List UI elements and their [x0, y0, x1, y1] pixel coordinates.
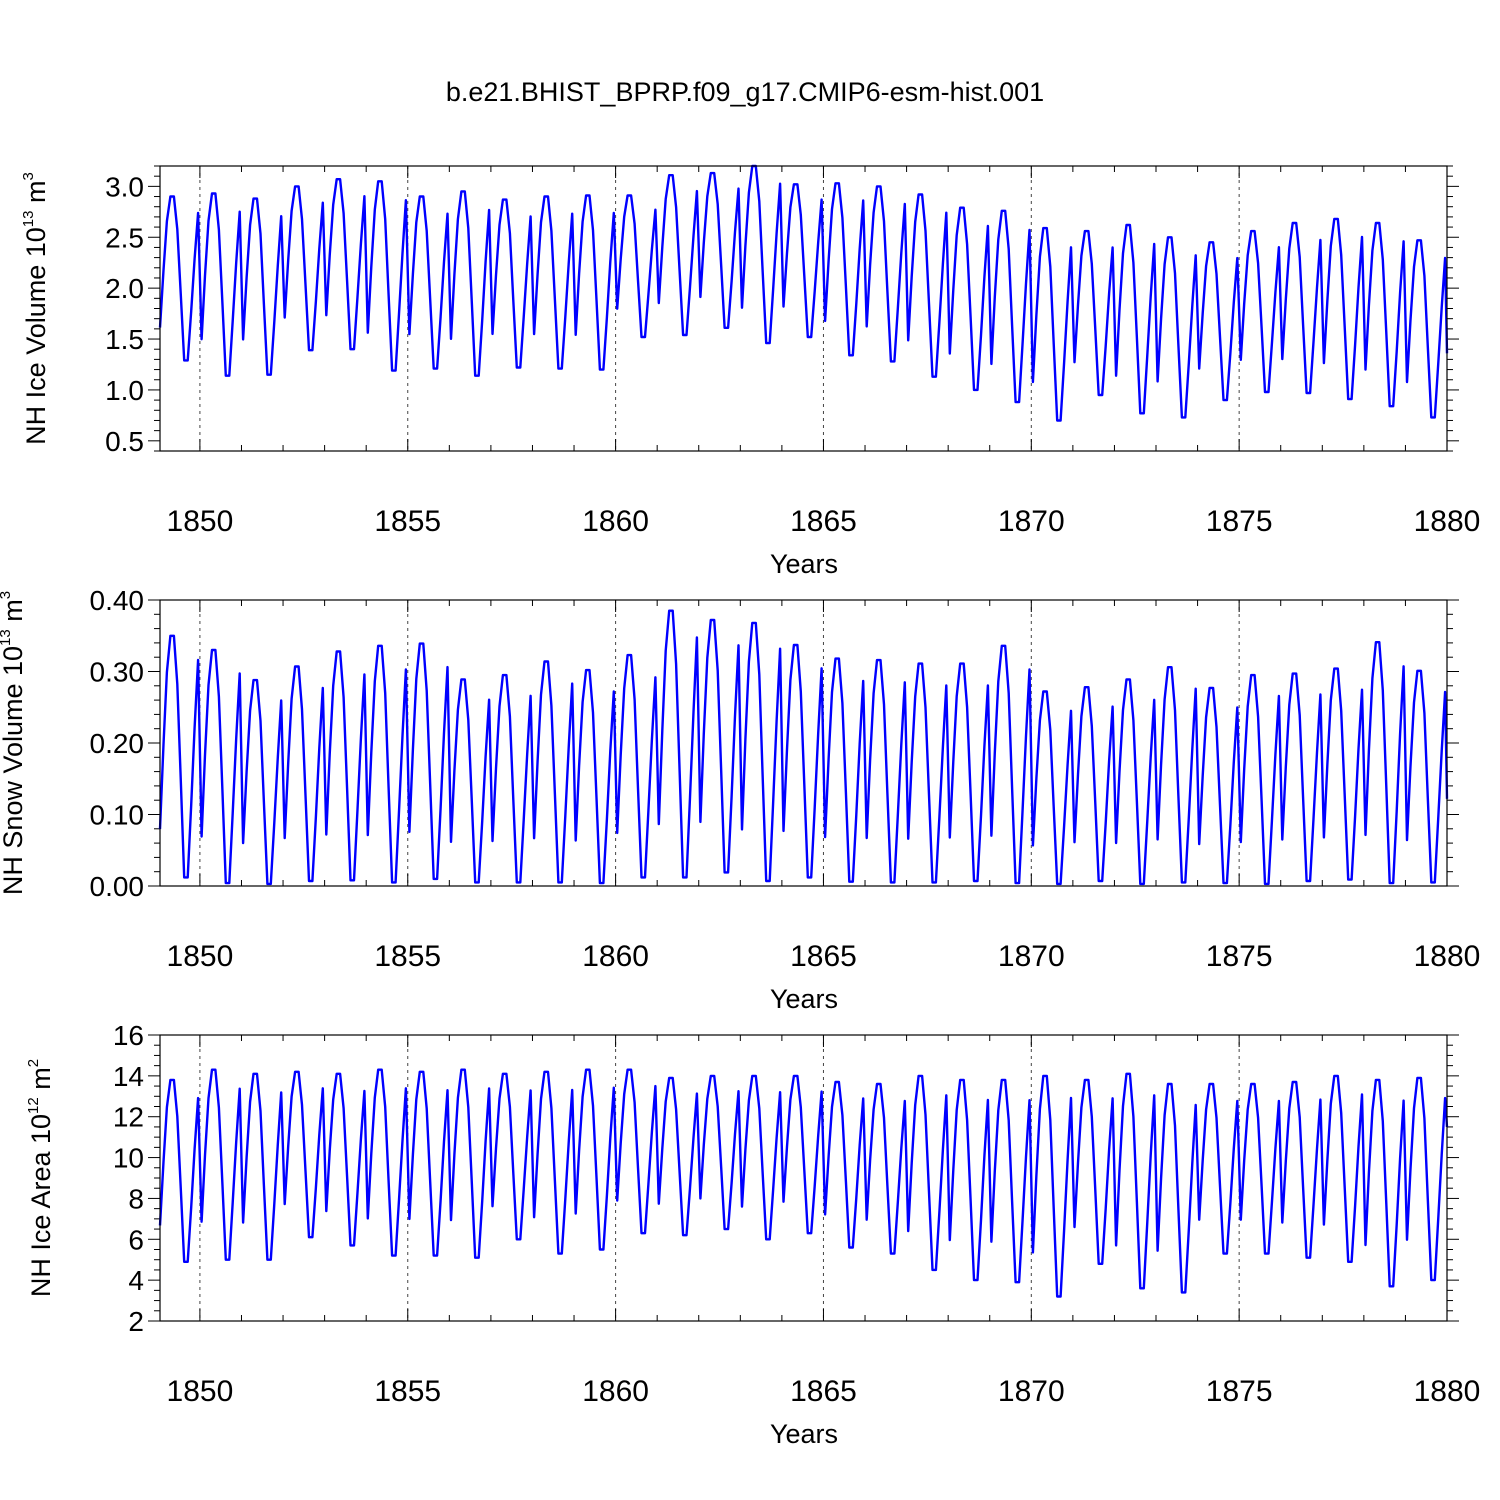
y-axis-label: NH Ice Volume 1013 m3: [20, 172, 51, 445]
x-tick-label: 1860: [582, 1375, 649, 1408]
y-tick-label: 2.5: [105, 222, 144, 253]
x-tick-label: 1850: [167, 505, 234, 538]
x-tick-label: 1875: [1206, 940, 1273, 973]
y-tick-label: 0.20: [90, 728, 145, 759]
x-tick-label: 1865: [790, 1375, 857, 1408]
y-tick-label: 8: [128, 1183, 144, 1214]
ice-area-panel: 1850 1855 1860 1865 1870 1875 1880 Years 2 4 6 8 10 1…: [25, 1020, 1480, 1449]
x-tick-label: 1880: [1414, 940, 1481, 973]
y-tick-label: 1.0: [105, 375, 144, 406]
series-line-ice-area: [158, 1068, 1449, 1298]
x-tick-label: 1865: [790, 940, 857, 973]
y-tick-label: 3.0: [105, 171, 144, 202]
series-line-snow-volume: [158, 609, 1449, 886]
y-tick-label: 12: [113, 1102, 144, 1133]
x-tick-label: 1865: [790, 505, 857, 538]
x-tick-label: 1875: [1206, 505, 1273, 538]
y-axis-label: NH Snow Volume 1013 m3: [0, 591, 28, 895]
x-tick-label: 1875: [1206, 1375, 1273, 1408]
y-tick-label: 6: [128, 1224, 144, 1255]
x-tick-label: 1860: [582, 505, 649, 538]
x-tick-label: 1855: [374, 1375, 441, 1408]
figure-title: b.e21.BHIST_BPRP.f09_g17.CMIP6-esm-hist.…: [446, 77, 1044, 107]
y-tick-label: 16: [113, 1020, 144, 1051]
x-tick-label: 1860: [582, 940, 649, 973]
x-tick-label: 1855: [374, 505, 441, 538]
y-tick-label: 0.30: [90, 657, 145, 688]
plot-frame: [159, 165, 1448, 452]
y-tick-label: 2: [128, 1306, 144, 1337]
x-tick-label: 1870: [998, 1375, 1065, 1408]
ice-volume-panel: 1850 1855 1860 1865 1870 1875 1880 Years 0.5 1.0 1…: [20, 164, 1481, 579]
x-tick-label: 1855: [374, 940, 441, 973]
y-tick-label: 0.00: [90, 871, 145, 902]
y-tick-label: 4: [128, 1265, 144, 1296]
x-tick-label: 1870: [998, 505, 1065, 538]
y-tick-label: 14: [113, 1061, 144, 1092]
y-axis-label: NH Ice Area 1012 m2: [25, 1059, 56, 1297]
y-tick-label: 1.5: [105, 324, 144, 355]
x-axis-label: Years: [770, 1419, 838, 1449]
x-tick-label: 1880: [1414, 505, 1481, 538]
x-tick-label: 1880: [1414, 1375, 1481, 1408]
x-axis-label: Years: [770, 984, 838, 1014]
x-axis-label: Years: [770, 549, 838, 579]
plot-frame: [159, 599, 1448, 887]
y-tick-label: 0.10: [90, 800, 145, 831]
y-tick-label: 2.0: [105, 273, 144, 304]
snow-volume-panel: 1850 1855 1860 1865 1870 1875 1880 Years 0.00 0.1…: [0, 585, 1480, 1014]
y-tick-label: 0.5: [105, 426, 144, 457]
y-tick-label: 10: [113, 1143, 144, 1174]
series-line-ice-volume: [158, 164, 1449, 422]
x-tick-label: 1870: [998, 940, 1065, 973]
y-tick-label: 0.40: [90, 585, 145, 616]
x-tick-label: 1850: [167, 1375, 234, 1408]
x-tick-label: 1850: [167, 940, 234, 973]
plot-frame: [159, 1034, 1448, 1322]
